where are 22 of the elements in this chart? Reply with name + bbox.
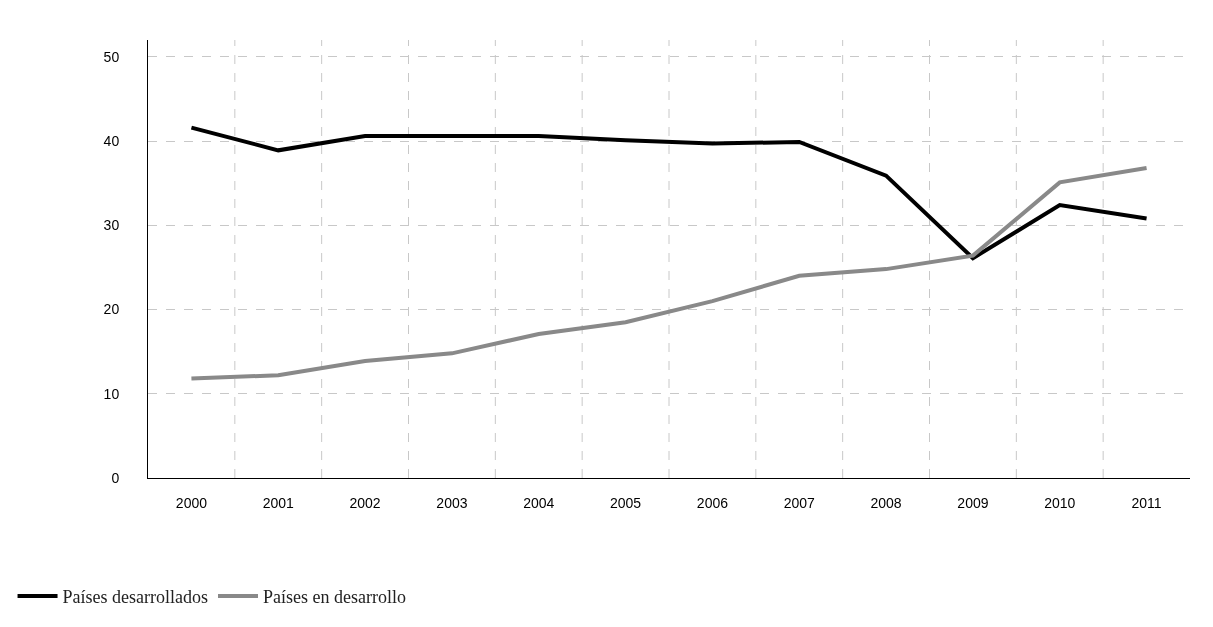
- x-tick-label: 2010: [1044, 494, 1076, 511]
- x-tick-label: 2000: [175, 494, 208, 511]
- line-series: [189, 166, 1149, 381]
- x-tick-label: 2003: [436, 494, 468, 511]
- x-tick-label: 2004: [523, 494, 555, 511]
- x-tick-label: 2006: [696, 494, 729, 511]
- x-tick-label: 2002: [349, 494, 381, 511]
- legend-label: Países desarrollados: [62, 586, 209, 607]
- y-tick-label: 20: [103, 301, 120, 318]
- x-tick-label: 2008: [870, 494, 902, 511]
- y-tick-label: 30: [103, 217, 120, 234]
- x-tick-label: 2009: [957, 494, 989, 511]
- x-tick-label: 2007: [783, 494, 816, 511]
- y-tick-label: 0: [111, 469, 120, 486]
- y-tick-label: 40: [103, 132, 120, 149]
- x-tick-label: 2001: [262, 494, 295, 511]
- y-tick-label: 10: [103, 385, 120, 402]
- line-series: [189, 125, 1149, 261]
- legend-label: Países en desarrollo: [263, 586, 406, 607]
- y-tick-label: 50: [103, 48, 120, 65]
- x-tick-label: 2011: [1131, 494, 1162, 511]
- x-tick-label: 2005: [610, 494, 642, 511]
